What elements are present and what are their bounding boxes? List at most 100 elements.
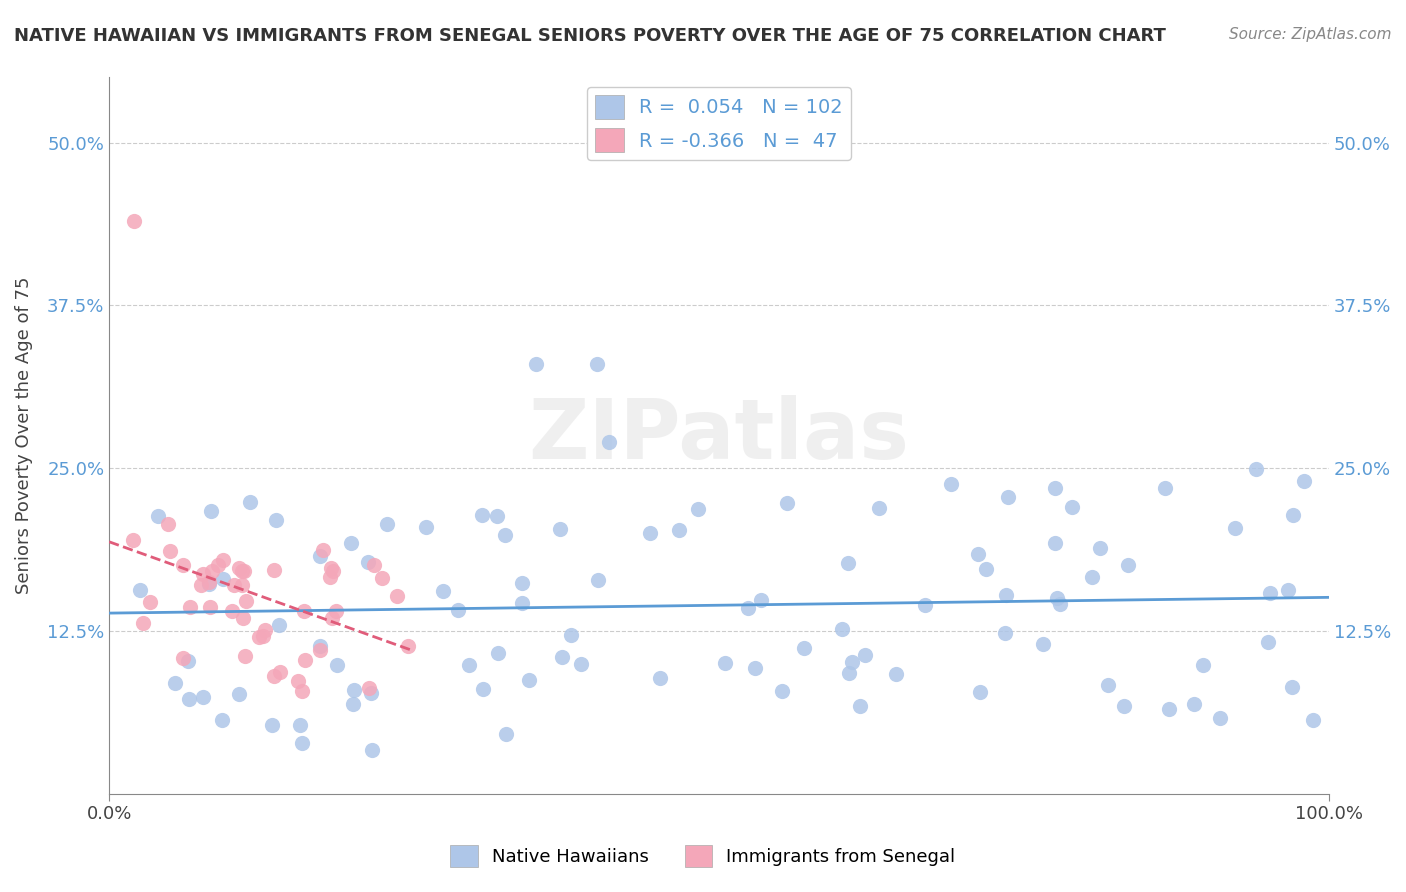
Point bbox=[868, 501, 890, 516]
Point bbox=[263, 669, 285, 683]
Point bbox=[290, 718, 312, 732]
Point bbox=[309, 639, 332, 653]
Point bbox=[361, 743, 384, 757]
Point bbox=[247, 630, 270, 644]
Point bbox=[201, 565, 224, 579]
Point bbox=[200, 503, 222, 517]
Point bbox=[512, 575, 534, 590]
Point bbox=[263, 563, 285, 577]
Point bbox=[994, 625, 1017, 640]
Point bbox=[163, 676, 186, 690]
Point bbox=[510, 596, 533, 610]
Point bbox=[744, 661, 766, 675]
Point bbox=[686, 501, 709, 516]
Point bbox=[1257, 634, 1279, 648]
Point bbox=[1032, 637, 1054, 651]
Point bbox=[997, 490, 1019, 504]
Point bbox=[233, 648, 256, 663]
Point bbox=[967, 547, 990, 561]
Point bbox=[326, 657, 349, 672]
Point bbox=[319, 561, 342, 575]
Point bbox=[198, 599, 221, 614]
Point bbox=[319, 570, 342, 584]
Point bbox=[524, 357, 547, 371]
Point bbox=[309, 549, 332, 564]
Point bbox=[197, 574, 219, 589]
Point bbox=[471, 508, 494, 522]
Point bbox=[260, 718, 283, 732]
Point bbox=[415, 519, 437, 533]
Point bbox=[1192, 657, 1215, 672]
Point bbox=[494, 528, 516, 542]
Point bbox=[994, 588, 1017, 602]
Point bbox=[1118, 558, 1140, 572]
Y-axis label: Seniors Poverty Over the Age of 75: Seniors Poverty Over the Age of 75 bbox=[15, 277, 32, 594]
Point bbox=[122, 533, 145, 548]
Point bbox=[231, 564, 253, 578]
Point bbox=[266, 513, 288, 527]
Point bbox=[1049, 597, 1071, 611]
Point bbox=[325, 604, 347, 618]
Point bbox=[172, 558, 194, 572]
Point bbox=[239, 495, 262, 509]
Point bbox=[228, 561, 250, 575]
Point bbox=[598, 435, 620, 450]
Point bbox=[914, 598, 936, 612]
Point bbox=[321, 610, 343, 624]
Point bbox=[1045, 591, 1067, 606]
Point bbox=[221, 604, 243, 618]
Text: Source: ZipAtlas.com: Source: ZipAtlas.com bbox=[1229, 27, 1392, 42]
Point bbox=[291, 736, 314, 750]
Point bbox=[294, 653, 316, 667]
Point bbox=[831, 623, 853, 637]
Point bbox=[714, 656, 737, 670]
Point bbox=[486, 508, 509, 523]
Point bbox=[648, 671, 671, 685]
Point bbox=[941, 477, 963, 491]
Text: ZIPatlas: ZIPatlas bbox=[529, 395, 910, 476]
Point bbox=[1277, 583, 1299, 598]
Point bbox=[884, 666, 907, 681]
Legend: R =  0.054   N = 102, R = -0.366   N =  47: R = 0.054 N = 102, R = -0.366 N = 47 bbox=[586, 87, 851, 160]
Point bbox=[548, 522, 571, 536]
Point bbox=[486, 646, 509, 660]
Point bbox=[212, 553, 235, 567]
Point bbox=[156, 517, 179, 532]
Point bbox=[551, 650, 574, 665]
Point bbox=[224, 578, 246, 592]
Point bbox=[387, 589, 409, 603]
Point bbox=[342, 697, 364, 711]
Point bbox=[1225, 521, 1247, 535]
Point bbox=[340, 536, 363, 550]
Point bbox=[1097, 678, 1119, 692]
Point bbox=[447, 602, 470, 616]
Point bbox=[292, 604, 315, 618]
Point bbox=[586, 357, 609, 371]
Point bbox=[1294, 474, 1316, 488]
Point bbox=[1258, 586, 1281, 600]
Text: NATIVE HAWAIIAN VS IMMIGRANTS FROM SENEGAL SENIORS POVERTY OVER THE AGE OF 75 CO: NATIVE HAWAIIAN VS IMMIGRANTS FROM SENEG… bbox=[14, 27, 1166, 45]
Point bbox=[233, 564, 256, 578]
Point bbox=[207, 558, 229, 572]
Legend: Native Hawaiians, Immigrants from Senegal: Native Hawaiians, Immigrants from Senega… bbox=[443, 838, 963, 874]
Point bbox=[969, 685, 991, 699]
Point bbox=[974, 562, 997, 576]
Point bbox=[432, 583, 454, 598]
Point bbox=[1112, 699, 1135, 714]
Point bbox=[586, 573, 609, 587]
Point bbox=[308, 642, 330, 657]
Point bbox=[139, 595, 162, 609]
Point bbox=[287, 674, 309, 689]
Point bbox=[176, 654, 198, 668]
Point bbox=[1043, 536, 1066, 550]
Point bbox=[737, 600, 759, 615]
Point bbox=[793, 641, 815, 656]
Point bbox=[1209, 710, 1232, 724]
Point bbox=[232, 611, 254, 625]
Point bbox=[211, 573, 233, 587]
Point bbox=[1246, 462, 1268, 476]
Point bbox=[668, 523, 690, 537]
Point bbox=[269, 617, 291, 632]
Point bbox=[837, 556, 859, 570]
Point bbox=[252, 629, 274, 643]
